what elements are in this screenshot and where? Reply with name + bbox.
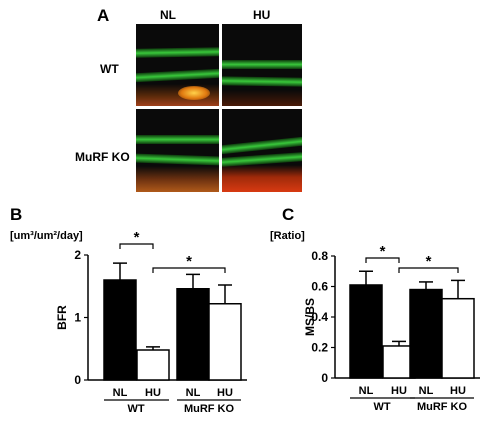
x-tick-label-b: HU xyxy=(145,387,161,399)
significance-star-b: * xyxy=(134,229,140,246)
panel-c-label: C xyxy=(282,205,295,224)
significance-star-c: * xyxy=(380,243,386,260)
y-axis-title-b: BFR xyxy=(55,305,69,330)
bar-b-3 xyxy=(208,303,242,381)
y-tick-label-c: 0.6 xyxy=(311,280,328,294)
group-label-c: MuRF KO xyxy=(417,401,468,413)
y-tick-label-b: 0 xyxy=(74,373,81,387)
significance-star-c: * xyxy=(426,253,432,270)
x-tick-label-c: HU xyxy=(450,385,466,397)
significance-star-b: * xyxy=(186,253,192,270)
group-label-b: MuRF KO xyxy=(184,403,235,415)
x-tick-label-c: HU xyxy=(391,385,407,397)
y-tick-label-c: 0.2 xyxy=(311,341,328,355)
x-tick-label-c: NL xyxy=(419,385,434,397)
row-label-murf-ko: MuRF KO xyxy=(75,150,130,164)
bar-b-0 xyxy=(103,279,137,381)
group-label-b: WT xyxy=(127,403,144,415)
panel-b-label: B xyxy=(10,205,23,224)
panel-c-unit: [Ratio] xyxy=(270,230,305,242)
x-tick-label-c: NL xyxy=(359,385,374,397)
significance-bracket-c xyxy=(365,257,400,263)
x-tick-label-b: HU xyxy=(217,387,233,399)
micrograph-wt-nl xyxy=(136,24,219,106)
significance-bracket-b xyxy=(152,267,226,273)
y-axis-title-c: MS/BS xyxy=(303,298,317,336)
significance-bracket-b xyxy=(119,243,154,249)
x-tick-label-b: NL xyxy=(113,387,128,399)
panel-b-unit: [um³/um²/day] xyxy=(10,230,83,242)
bar-c-3 xyxy=(441,297,475,379)
y-tick-label-c: 0.8 xyxy=(311,249,328,263)
micrograph-murfko-nl xyxy=(136,109,219,192)
y-tick-label-c: 0 xyxy=(321,371,328,385)
bar-b-1 xyxy=(136,349,170,381)
y-tick-label-c: 0.4 xyxy=(311,310,328,324)
group-label-c: WT xyxy=(373,401,390,413)
x-tick-label-b: NL xyxy=(186,387,201,399)
bar-c-2 xyxy=(409,288,443,379)
micrograph-murfko-hu xyxy=(222,109,302,192)
column-label-nl: NL xyxy=(160,8,176,22)
y-tick-label-b: 1 xyxy=(74,311,81,325)
micrograph-wt-hu xyxy=(222,24,302,106)
significance-bracket-c xyxy=(398,267,459,273)
row-label-wt: WT xyxy=(100,62,119,76)
bar-b-2 xyxy=(176,288,210,381)
panel-a-label: A xyxy=(97,6,110,25)
column-label-hu: HU xyxy=(253,8,271,22)
bar-c-0 xyxy=(349,284,383,379)
y-tick-label-b: 2 xyxy=(74,248,81,262)
